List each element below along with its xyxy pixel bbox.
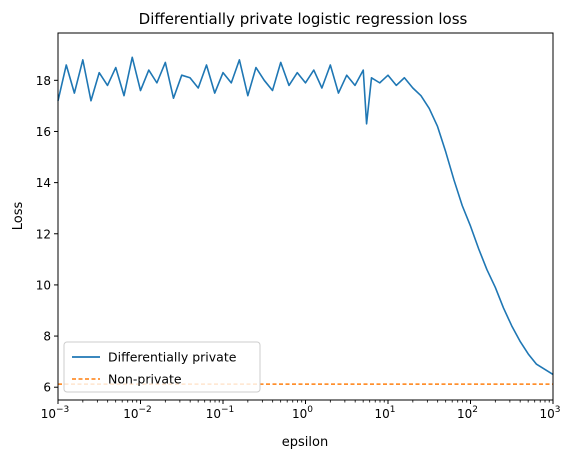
x-axis-ticks: 10−3 10−2 10−1 100 101 102 103 <box>41 400 561 421</box>
x-tick-label: 10−2 <box>123 405 152 421</box>
x-tick-base: 10 <box>123 407 138 421</box>
x-tick-exponent: −3 <box>56 405 69 415</box>
x-tick-label: 10−3 <box>41 405 70 421</box>
x-tick-base: 10 <box>374 407 389 421</box>
x-tick-exponent: 0 <box>307 405 313 415</box>
x-tick-exponent: 3 <box>555 405 561 415</box>
x-tick-exponent: 2 <box>472 405 478 415</box>
x-tick-base: 10 <box>206 407 221 421</box>
legend-box <box>63 341 261 393</box>
y-tick-label: 14 <box>36 176 51 190</box>
plot-lines <box>57 56 554 385</box>
series-line-private <box>57 56 554 376</box>
x-tick-base: 10 <box>292 407 307 421</box>
x-tick-exponent: 1 <box>390 405 396 415</box>
y-tick-label: 8 <box>43 330 51 344</box>
legend-label-private: Differentially private <box>108 350 237 365</box>
x-tick-label: 102 <box>457 405 478 421</box>
x-axis-label: epsilon <box>282 435 328 450</box>
x-tick-label: 100 <box>292 405 313 421</box>
legend: Differentially private Non-private <box>63 341 261 393</box>
x-tick-exponent: −1 <box>221 405 234 415</box>
legend-label-nonprivate: Non-private <box>108 372 182 387</box>
plot-frame <box>57 32 554 401</box>
y-tick-label: 10 <box>36 278 51 292</box>
y-tick-label: 12 <box>36 227 51 241</box>
y-tick-label: 18 <box>36 74 51 88</box>
chart-title: Differentially private logistic regressi… <box>139 10 468 28</box>
y-tick-label: 16 <box>36 125 51 139</box>
x-tick-base: 10 <box>457 407 472 421</box>
x-tick-label: 103 <box>539 405 560 421</box>
x-tick-base: 10 <box>41 407 56 421</box>
x-tick-label: 10−1 <box>206 405 235 421</box>
y-axis-label: Loss <box>11 202 26 231</box>
x-tick-label: 101 <box>374 405 395 421</box>
y-axis-ticks: 6 8 10 12 14 16 18 <box>36 74 58 395</box>
x-tick-base: 10 <box>539 407 554 421</box>
y-tick-label: 6 <box>43 381 51 395</box>
x-tick-exponent: −2 <box>139 405 152 415</box>
